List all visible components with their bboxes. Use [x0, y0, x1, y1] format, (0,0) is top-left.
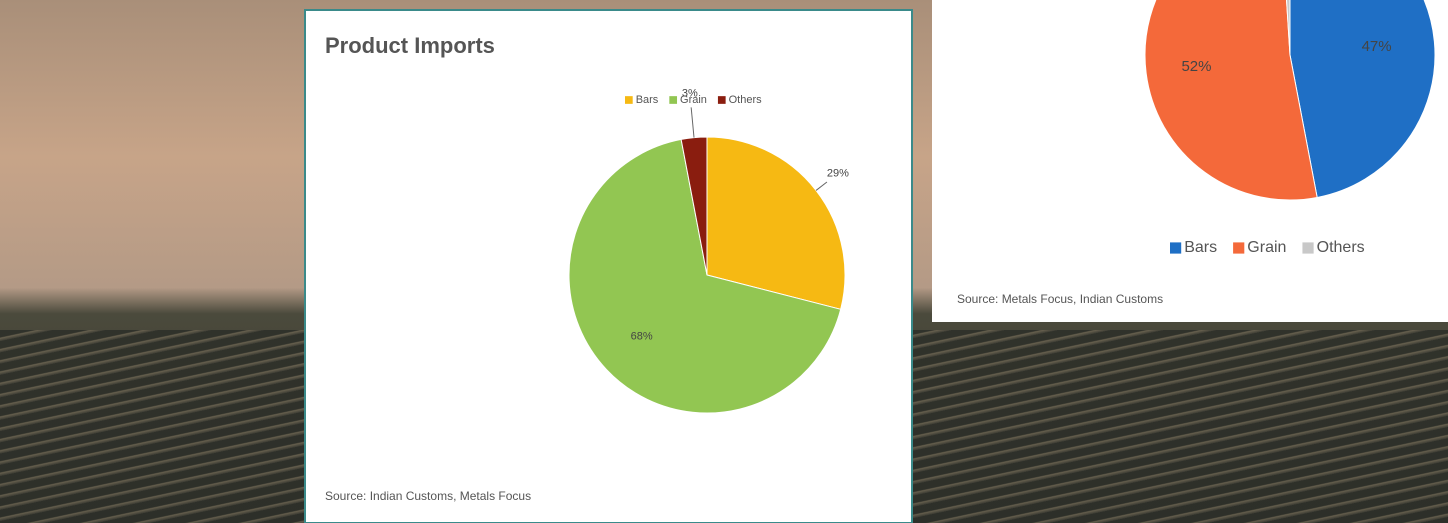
legend-label: Bars: [636, 94, 659, 106]
legend-swatch: [1170, 242, 1182, 254]
leader-line: [815, 181, 828, 191]
data-label: 47%: [1362, 38, 1392, 55]
data-label: 68%: [631, 330, 653, 342]
pie-slice: [568, 138, 842, 414]
legend-swatch: [1302, 242, 1314, 254]
source-note: Source: Indian Customs, Metals Focus: [325, 489, 531, 503]
source-note: Source: Metals Focus, Indian Customs: [957, 292, 1163, 306]
leader-line: [690, 107, 695, 138]
pie-slice: [1144, 0, 1318, 201]
data-label: 3%: [682, 88, 698, 100]
data-label: 52%: [1181, 58, 1211, 75]
legend-swatch: [1233, 242, 1245, 254]
data-label: 29%: [827, 167, 849, 179]
legend-swatch: [625, 96, 633, 104]
legend-label: Bars: [1184, 239, 1217, 256]
pie-slice: [1286, 0, 1291, 56]
legend-label: Others: [729, 94, 763, 106]
legend-label: Grain: [680, 94, 707, 106]
legend-swatch: [717, 96, 726, 104]
legend-label: Grain: [1247, 239, 1286, 256]
legend-swatch: [669, 96, 678, 104]
pie-slice: [1289, 0, 1436, 199]
pie-slice: [706, 136, 846, 310]
chart-title: Product Imports: [325, 33, 495, 58]
legend-label: Others: [1317, 239, 1365, 256]
